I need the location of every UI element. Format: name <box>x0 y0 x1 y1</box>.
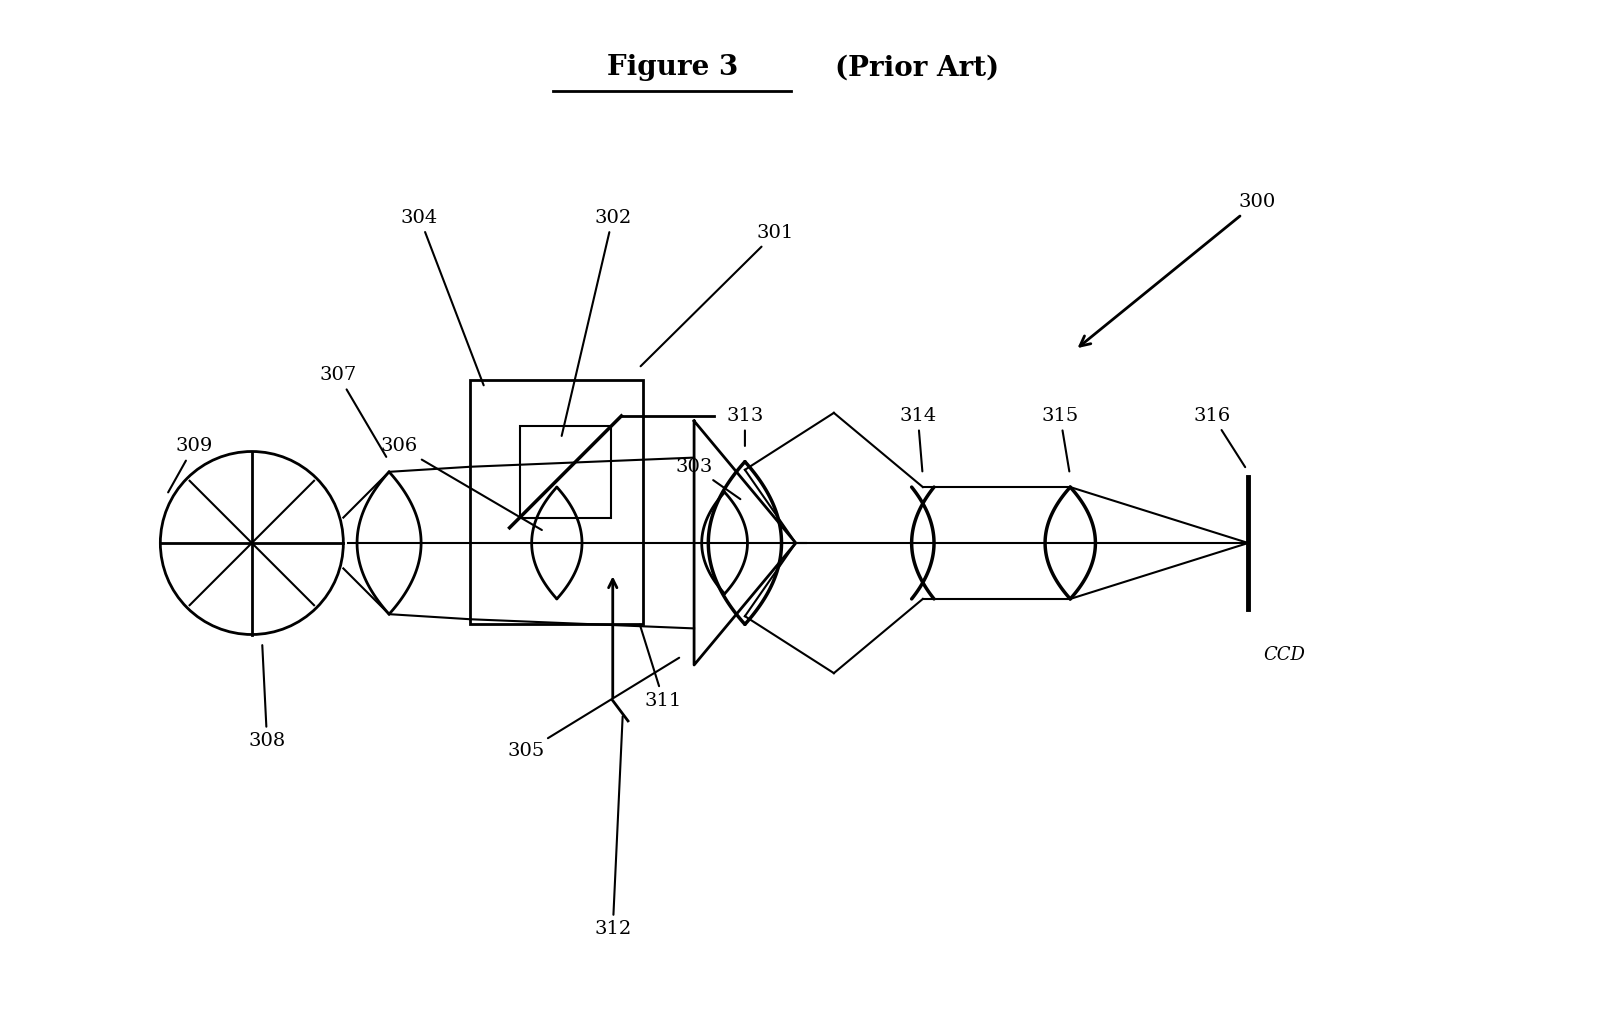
Text: (Prior Art): (Prior Art) <box>835 54 999 81</box>
Text: 306: 306 <box>381 438 542 530</box>
Text: Figure 3: Figure 3 <box>607 54 738 81</box>
Text: 301: 301 <box>641 223 795 366</box>
Text: CCD: CCD <box>1264 646 1306 664</box>
Text: 316: 316 <box>1194 407 1246 467</box>
Text: 315: 315 <box>1041 407 1079 472</box>
Text: 309: 309 <box>169 438 212 492</box>
Text: 308: 308 <box>248 645 285 750</box>
Text: 305: 305 <box>508 658 680 761</box>
Bar <box>470 380 644 624</box>
Text: 313: 313 <box>727 407 764 446</box>
Text: 307: 307 <box>320 366 386 457</box>
Text: 300: 300 <box>1080 194 1275 346</box>
Text: 302: 302 <box>561 209 631 436</box>
Text: 311: 311 <box>639 624 683 709</box>
Text: 304: 304 <box>401 209 483 385</box>
Bar <box>519 426 611 518</box>
Text: 314: 314 <box>899 407 936 472</box>
Text: 312: 312 <box>594 716 631 938</box>
Text: 303: 303 <box>675 458 740 499</box>
